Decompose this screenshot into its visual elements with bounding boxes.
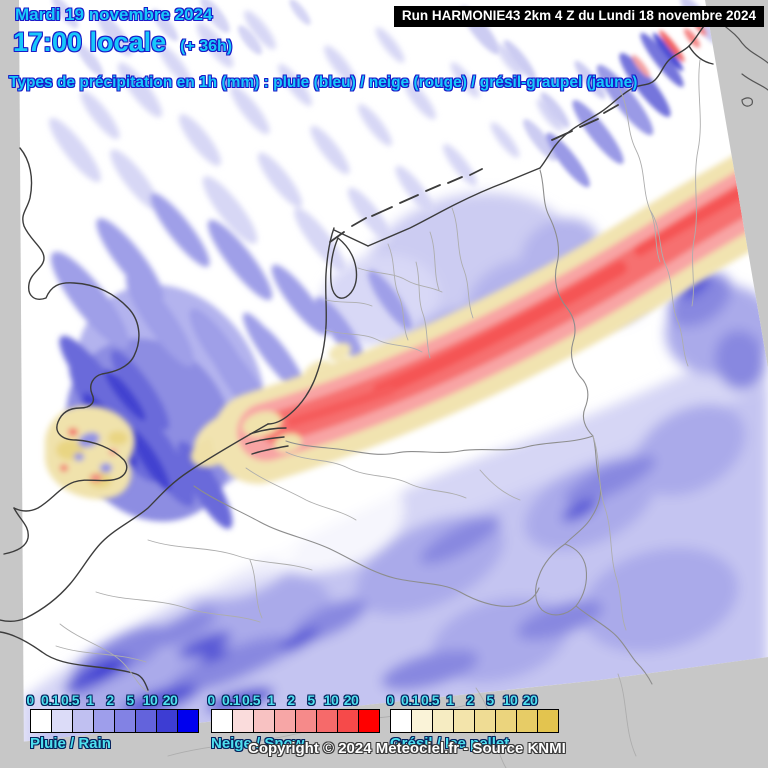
- map-subtitle: Types de précipitation en 1h (mm) : plui…: [9, 74, 638, 91]
- legend-swatch: [51, 709, 73, 733]
- legend-swatch: [432, 709, 454, 733]
- legend-swatch: [411, 709, 433, 733]
- regional-borders: [55, 59, 701, 768]
- legend-rain: 0 0.1 0.5 1 2 5 10 20 Pluie / Rain: [26, 692, 199, 752]
- legend-rain-swatches: [30, 709, 199, 733]
- legend-sleet-label: Grésil / Ice pellet: [390, 735, 510, 752]
- legend-tick: 0.1: [222, 692, 240, 708]
- precipitation-layer: [20, 0, 768, 742]
- legend-tick: 2: [466, 692, 474, 708]
- legend-swatch: [114, 709, 136, 733]
- legend-swatch: [295, 709, 317, 733]
- legend-swatch: [30, 709, 52, 733]
- legend-swatch: [93, 709, 115, 733]
- legend-swatch: [337, 709, 359, 733]
- forecast-offset-label: (+ 36h): [180, 38, 233, 55]
- legend-swatch: [390, 709, 412, 733]
- legend-tick: 1: [86, 692, 94, 708]
- legend-tick: 0.5: [61, 692, 79, 708]
- legend-swatch: [253, 709, 275, 733]
- legend-tick: 1: [446, 692, 454, 708]
- legend-sleet: 0 0.1 0.5 1 2 5 10 20 Grésil / Ice pellet: [386, 692, 559, 752]
- legend-sleet-swatches: [390, 709, 559, 733]
- legend-tick: 1: [267, 692, 275, 708]
- legend-tick: 0.1: [41, 692, 59, 708]
- precip-rain-top-streaks: [51, 0, 537, 81]
- country-borders: [193, 169, 653, 685]
- legend-swatch: [156, 709, 178, 733]
- legend-swatch: [495, 709, 517, 733]
- legend-snow-label: Neige / Snow: [211, 735, 305, 752]
- valid-time-row: 17:00 locale (+ 36h): [13, 29, 232, 56]
- legend-rain-label: Pluie / Rain: [30, 735, 111, 752]
- legend-swatch: [72, 709, 94, 733]
- legend-tick: 5: [126, 692, 134, 708]
- legend-tick: 0.5: [242, 692, 260, 708]
- precip-snow-sleet-band: [190, 140, 768, 484]
- legend-swatch: [274, 709, 296, 733]
- legend-swatch: [316, 709, 338, 733]
- legend-tick: 10: [323, 692, 339, 708]
- legend-tick: 10: [142, 692, 158, 708]
- legend-tick: 5: [486, 692, 494, 708]
- legend-sleet-ticks: 0 0.1 0.5 1 2 5 10 20: [380, 692, 549, 709]
- run-info-badge: Run HARMONIE43 2km 4 Z du Lundi 18 novem…: [393, 6, 764, 27]
- legend-snow: 0 0.1 0.5 1 2 5 10 20 Neige / Snow: [207, 692, 380, 752]
- legend-tick: 20: [343, 692, 359, 708]
- legend-tick: 2: [287, 692, 295, 708]
- legend-tick: 0: [207, 692, 215, 708]
- legend-tick: 0: [386, 692, 394, 708]
- precip-rain-southeast-field: [20, 192, 768, 742]
- legend-swatch: [537, 709, 559, 733]
- copyright-label: Copyright © 2024 Meteociel.fr - Source K…: [248, 740, 566, 757]
- legend-tick: 10: [502, 692, 518, 708]
- legend-swatch: [358, 709, 380, 733]
- legend-rain-ticks: 0 0.1 0.5 1 2 5 10 20: [20, 692, 189, 709]
- legend-tick: 0.5: [421, 692, 439, 708]
- legend-swatch: [516, 709, 538, 733]
- valid-time-label: 17:00 locale: [13, 27, 167, 57]
- wadden-islands: [329, 104, 619, 243]
- legend-swatch: [211, 709, 233, 733]
- legend-snow-swatches: [211, 709, 380, 733]
- legend-swatch: [232, 709, 254, 733]
- precip-mixed-england-patch: [44, 405, 135, 500]
- legend-swatch: [177, 709, 199, 733]
- coastlines: [0, 19, 714, 691]
- legend-tick: 2: [106, 692, 114, 708]
- date-label: Mardi 19 novembre 2024: [15, 5, 213, 24]
- legend-tick: 0: [26, 692, 34, 708]
- legend-tick: 20: [162, 692, 178, 708]
- legend-tick: 20: [522, 692, 538, 708]
- legend-swatch: [453, 709, 475, 733]
- legend-swatch: [474, 709, 496, 733]
- legend-tick: 5: [307, 692, 315, 708]
- legend-swatch: [135, 709, 157, 733]
- legend-snow-ticks: 0 0.1 0.5 1 2 5 10 20: [201, 692, 370, 709]
- legend-tick: 0.1: [401, 692, 419, 708]
